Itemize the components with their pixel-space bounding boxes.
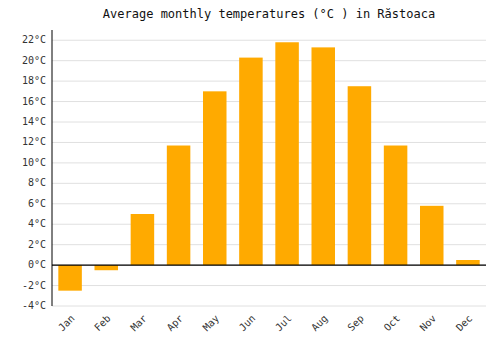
y-axis-line (52, 30, 53, 306)
x-tick-label: Jun (237, 313, 258, 334)
grid-line (52, 81, 486, 82)
y-tick-label: -4°C (22, 300, 46, 311)
x-tick-label: Dec (454, 313, 475, 334)
grid (52, 40, 486, 306)
bar (94, 265, 118, 270)
chart-container: -4°C -2°C 0°C 2°C 4°C 6°C 8°C 10°C 12°C 14°C 16°C 1… (0, 0, 500, 350)
y-tick-label: 16°C (22, 96, 46, 107)
y-tick-label: 6°C (28, 198, 46, 209)
grid-line (52, 142, 486, 143)
y-tick-label: 20°C (22, 55, 46, 66)
chart: -4°C -2°C 0°C 2°C 4°C 6°C 8°C 10°C 12°C 14°C 16°C 1… (0, 0, 500, 350)
bar (131, 214, 155, 265)
grid-line (52, 306, 486, 307)
bar (456, 260, 480, 265)
grid-line (52, 40, 486, 41)
x-tick-label: Nov (418, 313, 439, 334)
bar (203, 91, 227, 265)
grid-line (52, 122, 486, 123)
grid-line (52, 162, 486, 163)
y-tick-label: 8°C (28, 177, 46, 188)
zero-line (52, 265, 486, 266)
y-tick-label: 4°C (28, 218, 46, 229)
bar (239, 58, 263, 266)
page: {"chart_data": {"type": "bar", "title": … (0, 0, 500, 350)
y-tick-label: 18°C (22, 75, 46, 86)
x-tick-label: Jul (273, 313, 294, 334)
y-tick-label: 10°C (22, 157, 46, 168)
y-tick-label: 0°C (28, 259, 46, 270)
grid-line (52, 285, 486, 286)
bar (348, 86, 372, 265)
x-tick-label: Jan (56, 313, 77, 334)
y-tick-label: -2°C (22, 280, 46, 291)
x-tick-label: Apr (165, 313, 186, 334)
x-axis: Jan Feb Mar Apr May Jun Jul Aug Sep Oct Nov Dec (56, 313, 474, 334)
x-tick-label: Sep (345, 313, 366, 334)
x-tick-label: Feb (92, 313, 113, 334)
grid-line (52, 203, 486, 204)
y-tick-label: 14°C (22, 116, 46, 127)
bar (58, 265, 82, 291)
title: Average monthly temperatures (°C ) in Ră… (103, 7, 435, 21)
grid-line (52, 183, 486, 184)
y-tick-label: 22°C (22, 34, 46, 45)
grid-line (52, 101, 486, 102)
bar (311, 47, 335, 265)
bar (384, 146, 408, 266)
bar (275, 42, 299, 265)
y-tick-label: 12°C (22, 136, 46, 147)
bars (58, 42, 479, 290)
bar (420, 206, 444, 265)
bar (167, 146, 191, 266)
grid-line (52, 60, 486, 61)
y-tick-label: 2°C (28, 239, 46, 250)
x-tick-label: May (201, 313, 222, 334)
grid-line (52, 265, 486, 266)
x-tick-label: Aug (309, 313, 330, 334)
x-tick-label: Mar (128, 313, 149, 334)
x-tick-label: Oct (382, 313, 403, 334)
y-axis: -4°C -2°C 0°C 2°C 4°C 6°C 8°C 10°C 12°C 14°C 16°C 1… (22, 34, 46, 311)
